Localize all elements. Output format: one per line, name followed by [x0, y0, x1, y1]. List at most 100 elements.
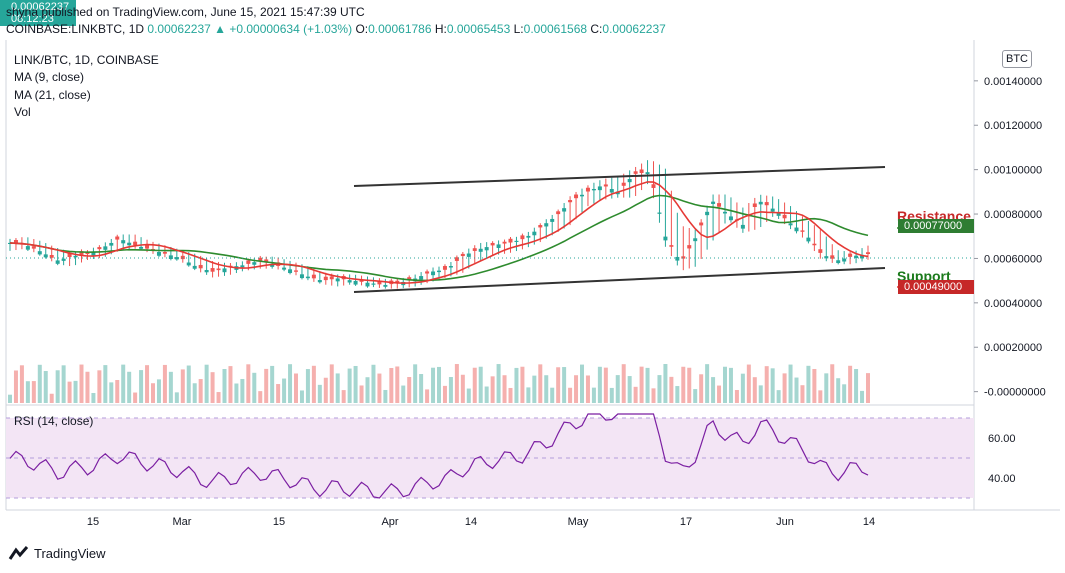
close-value: 0.00062237	[602, 22, 666, 36]
volume-bar	[55, 370, 60, 403]
candle-body	[472, 248, 477, 251]
candle-body	[818, 249, 823, 253]
candle-body	[752, 203, 757, 207]
candle-body	[764, 202, 769, 206]
candle-body	[383, 284, 388, 287]
volume-bar	[335, 373, 340, 403]
resistance-price: 0.00077000	[898, 219, 974, 233]
candle-body	[836, 260, 841, 264]
volume-bar	[627, 376, 632, 403]
volume-bar	[133, 392, 138, 403]
volume-bar	[687, 367, 692, 403]
volume-bar	[139, 370, 144, 403]
candle-body	[597, 186, 602, 191]
volume-bar	[752, 377, 757, 403]
candle-body	[240, 265, 245, 268]
candle-body	[353, 280, 358, 285]
candle-body	[288, 269, 293, 274]
date-label: Apr	[381, 516, 398, 528]
candle-body	[139, 246, 144, 249]
volume-bar	[323, 377, 328, 403]
rsi-legend[interactable]: RSI (14, close)	[14, 414, 94, 428]
volume-bar	[156, 379, 161, 403]
currency-button[interactable]: BTC	[1002, 50, 1032, 68]
candle-body	[425, 271, 430, 274]
price-chart[interactable]: 0.00140000 0.00120000 0.00100000 0.00080000…	[0, 0, 1065, 545]
volume-bar	[329, 364, 334, 403]
volume-bar	[437, 366, 441, 403]
volume-bar	[842, 384, 847, 403]
volume-bar	[615, 375, 620, 403]
candle-body	[574, 194, 579, 199]
volume-bar	[544, 375, 549, 403]
candle-body	[431, 271, 436, 276]
price-tick-label: 0.00060000	[984, 253, 1042, 265]
volume-bar	[693, 389, 698, 403]
volume-bar	[151, 383, 155, 403]
volume-bar	[669, 376, 674, 403]
volume-bar	[365, 377, 370, 403]
volume-bar	[514, 367, 519, 403]
volume-bar	[556, 367, 561, 403]
volume-bar	[282, 378, 287, 403]
volume-bar	[508, 387, 513, 403]
candle-body	[168, 255, 173, 260]
open-label: O:	[355, 22, 369, 36]
price-tick-label: -0.00000000	[984, 387, 1046, 399]
tradingview-logo[interactable]: TradingView	[8, 545, 106, 561]
candle-body	[848, 253, 853, 257]
candle-body	[49, 255, 54, 258]
candle-body	[180, 255, 185, 260]
volume-bar	[413, 364, 418, 403]
volume-bar	[216, 392, 221, 403]
candle-body	[335, 278, 340, 282]
volume-bar	[288, 364, 293, 403]
volume-bar	[532, 375, 537, 403]
volume-legend[interactable]: Vol	[14, 105, 31, 119]
volume-bar	[121, 364, 126, 403]
volume-bar	[496, 364, 501, 403]
rsi-tick-label: 60.00	[988, 433, 1016, 445]
volume-bar	[728, 367, 733, 403]
candle-body	[55, 260, 60, 264]
volume-bar	[812, 368, 817, 403]
rsi-line	[9, 413, 869, 499]
volume-bar	[651, 388, 656, 403]
candle-body	[460, 253, 465, 257]
volume-bar	[711, 377, 716, 403]
volume-bar	[442, 385, 447, 403]
open-value: 0.00061786	[368, 22, 432, 36]
volume-bar	[198, 379, 203, 403]
candle-body	[633, 171, 638, 174]
candle-body	[127, 242, 132, 246]
candle-body	[758, 201, 763, 205]
candle-body	[740, 224, 745, 229]
candle-body	[109, 242, 114, 246]
chart-title: LINK/BTC, 1D, COINBASE	[14, 53, 159, 67]
volume-bar	[401, 385, 406, 403]
volume-bar	[305, 369, 310, 403]
candle-body	[365, 282, 370, 287]
volume-bar	[502, 375, 507, 403]
volume-bar	[758, 385, 763, 403]
candle-body	[860, 254, 865, 259]
volume-bar	[705, 364, 710, 403]
volume-bar	[460, 374, 465, 403]
ma21-legend[interactable]: MA (21, close)	[14, 88, 91, 102]
volume-bar	[734, 390, 739, 403]
volume-bar	[520, 366, 525, 403]
candle-body	[192, 265, 197, 269]
candle-body	[305, 276, 310, 279]
candle-body	[866, 252, 870, 254]
change-value: 0.00062237 ▲ +0.00000634 (+1.03%)	[147, 22, 353, 36]
ma9-legend[interactable]: MA (9, close)	[14, 70, 85, 84]
candle-body	[347, 280, 352, 283]
volume-bar	[97, 370, 102, 403]
candle-body	[145, 244, 150, 249]
candle-body	[258, 257, 263, 261]
channel-lower-line	[353, 267, 886, 293]
candle-body	[770, 208, 775, 212]
volume-bar	[574, 375, 579, 403]
volume-bar	[67, 381, 72, 403]
candle-body	[377, 280, 382, 285]
